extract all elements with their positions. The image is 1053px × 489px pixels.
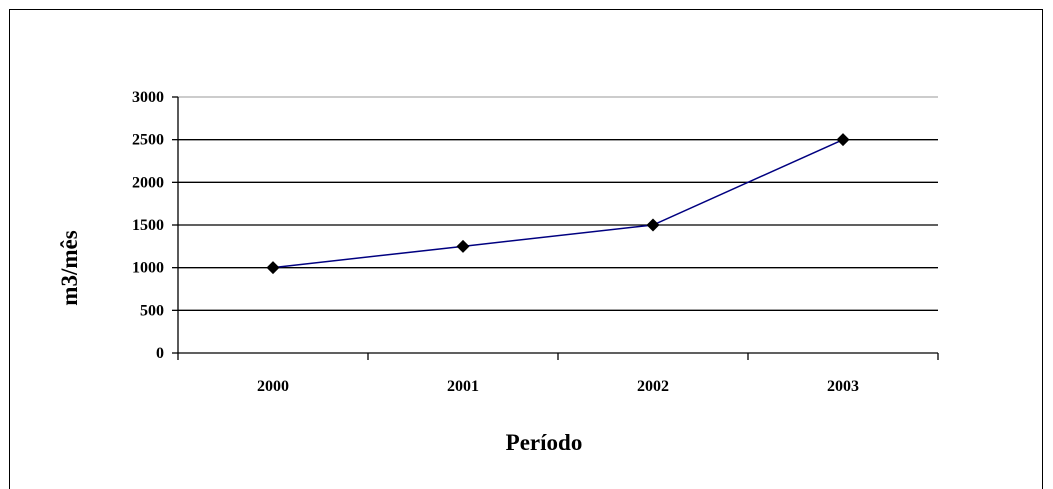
data-point-2003 xyxy=(836,133,850,147)
y-tick-label-2000: 2000 xyxy=(132,174,164,191)
y-tick-label-0: 0 xyxy=(156,345,164,362)
tick-labels: 0 500 1000 1500 2000 2500 3000 2000 2001 2002 2003 xyxy=(132,89,859,395)
y-tick-label-2500: 2500 xyxy=(132,132,164,149)
y-tick-label-1000: 1000 xyxy=(132,260,164,277)
data-point-2002 xyxy=(646,218,660,232)
y-axis-title: m3/mês xyxy=(57,230,82,305)
y-tick-label-1500: 1500 xyxy=(132,217,164,234)
series-layer xyxy=(266,133,850,275)
x-tick-label-2001: 2001 xyxy=(447,378,479,395)
chart-frame xyxy=(9,9,1043,489)
y-tick-label-500: 500 xyxy=(140,302,164,319)
series-line-0 xyxy=(272,138,844,269)
axes xyxy=(172,96,939,360)
x-tick-label-2000: 2000 xyxy=(257,378,289,395)
data-point-2000 xyxy=(266,261,280,275)
y-tick-label-3000: 3000 xyxy=(132,89,164,106)
data-point-2001 xyxy=(456,239,470,253)
x-tick-label-2002: 2002 xyxy=(637,378,669,395)
x-tick-label-2003: 2003 xyxy=(827,378,859,395)
x-axis-title: Período xyxy=(506,430,583,455)
gridlines xyxy=(178,96,938,311)
